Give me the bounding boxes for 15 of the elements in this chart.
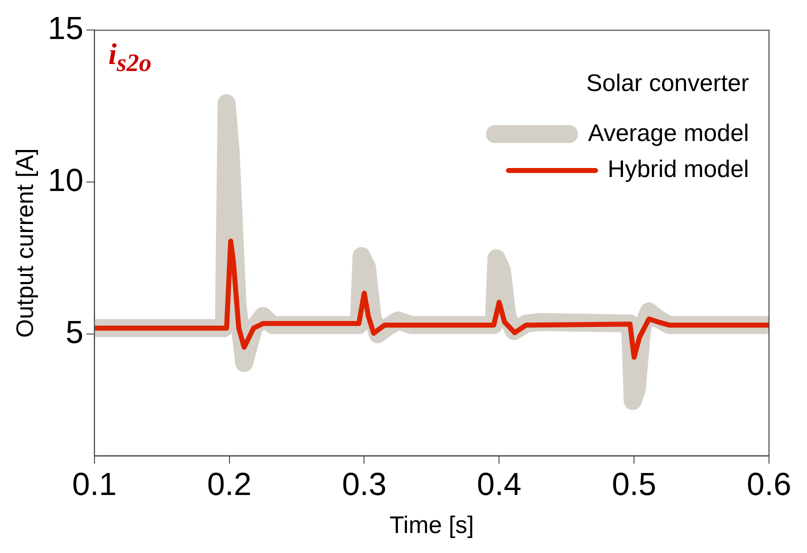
legend-label: Hybrid model [608,156,749,184]
y-axis-title: Output current [A] [12,148,40,338]
legend-title: Solar converter [586,70,749,98]
x-tick-label: 0.2 [207,466,252,502]
x-tick-label: 0.3 [342,466,386,502]
x-axis-title: Time [s] [389,512,474,540]
x-tick-label: 0.4 [476,466,522,502]
legend-label: Average model [588,120,749,148]
y-tick-label: 5 [66,314,84,350]
x-tick-label: 0.6 [746,466,792,502]
y-tick-label: 15 [48,10,84,46]
y-tick-label: 10 [48,162,84,198]
annotation: i$_{s2o}$ [108,38,152,78]
x-tick-label: 0.5 [612,466,656,502]
x-tick-label: 0.1 [72,466,117,502]
